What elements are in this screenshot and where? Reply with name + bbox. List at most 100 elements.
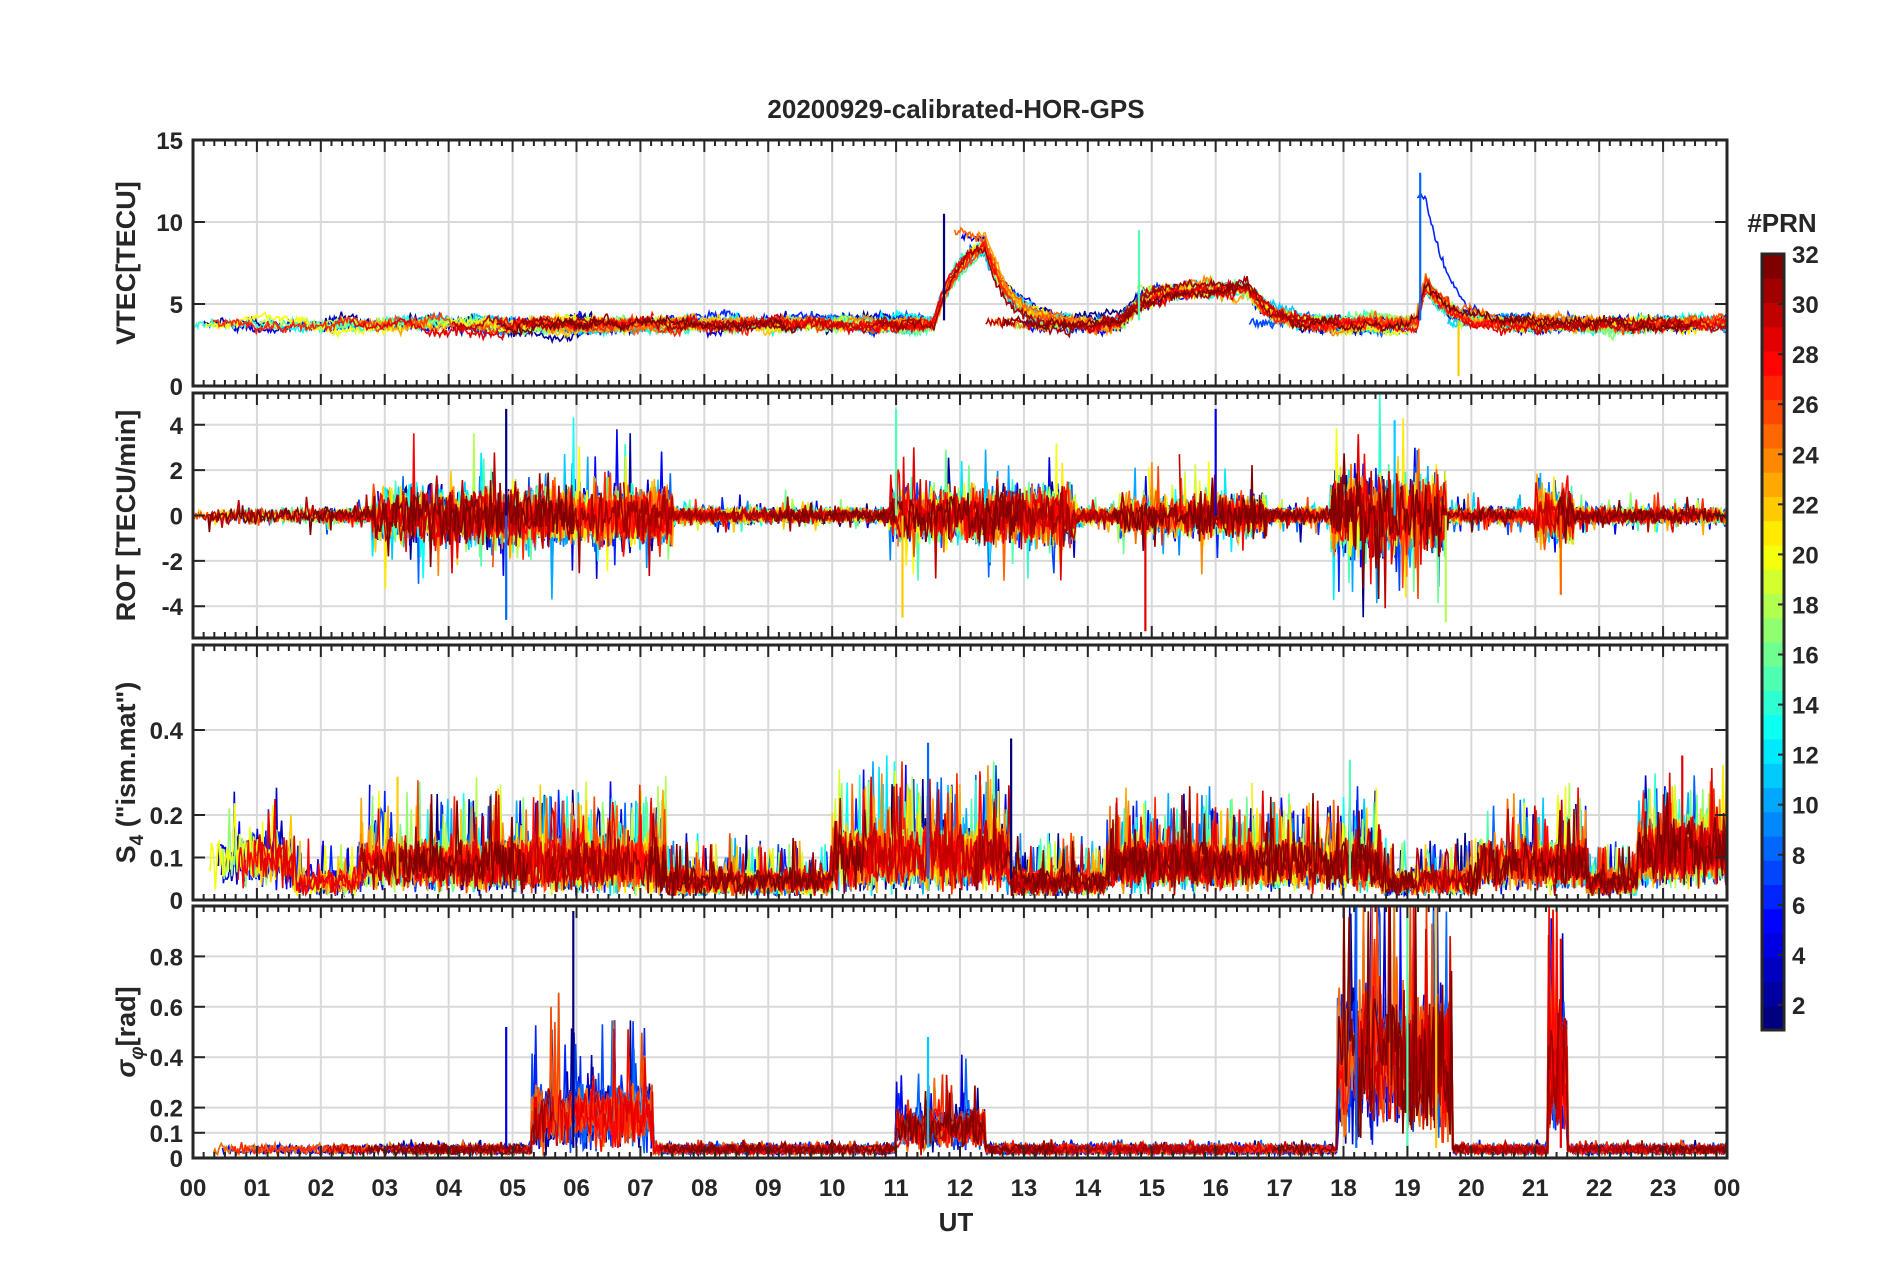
x-axis-label: UT	[939, 1207, 974, 1237]
series-7	[524, 906, 1727, 1158]
colorbar-tick-label: 20	[1792, 542, 1819, 569]
series-29	[256, 767, 1727, 896]
x-tick-label: 23	[1650, 1175, 1677, 1202]
series-group	[212, 906, 1727, 1158]
colorbar-swatch	[1762, 836, 1784, 861]
axes: 0 0.1 0.2 0.4	[150, 643, 1729, 915]
colorbar-tick-label: 6	[1792, 893, 1805, 920]
colorbar-swatch	[1762, 908, 1784, 934]
series-32	[366, 906, 1727, 1158]
colorbar-tick-label: 24	[1792, 442, 1819, 469]
colorbar-swatch	[1762, 666, 1784, 691]
colorbar-swatch	[1762, 787, 1784, 813]
colorbar-swatch	[1762, 254, 1784, 279]
colorbar-swatch	[1762, 278, 1784, 303]
series-group	[193, 393, 1727, 632]
panel-3: 0 0.1 0.2 0.4S4 ("ism.mat")	[111, 643, 1729, 915]
series-group	[195, 172, 1727, 377]
y-tick-label: 0.6	[150, 995, 183, 1022]
x-tick-label: 09	[755, 1175, 782, 1202]
panel-1: 0 5 10 15 VTEC[TECU]	[111, 128, 1729, 401]
colorbar-swatch	[1762, 690, 1784, 716]
y-axis-label: σφ[rad]	[111, 986, 148, 1077]
colorbar-swatch	[1762, 375, 1784, 400]
colorbar-swatch	[1762, 981, 1784, 1007]
x-tick-label: 03	[371, 1175, 398, 1202]
series-31	[360, 786, 1727, 897]
colorbar-swatch	[1762, 1005, 1784, 1031]
y-tick-label: -4	[162, 594, 184, 621]
y-tick-label: 2	[170, 458, 183, 485]
colorbar-tick-label: 30	[1792, 292, 1819, 319]
y-tick-label: 0	[170, 888, 183, 915]
x-tick-label: 22	[1586, 1175, 1613, 1202]
panel-2: -4 -2 0 2 4 ROT [TECU/min]	[111, 391, 1729, 640]
colorbar-swatch	[1762, 642, 1784, 667]
series-group	[208, 738, 1727, 898]
series-8	[567, 910, 1619, 1158]
x-tick-label: 16	[1202, 1175, 1229, 1202]
x-tick-label: 20	[1458, 1175, 1485, 1202]
x-tick-label: 08	[691, 1175, 718, 1202]
colorbar-swatch	[1762, 593, 1784, 619]
x-tick-label: 13	[1011, 1175, 1038, 1202]
colorbar-tick-label: 22	[1792, 492, 1819, 519]
colorbar-swatch	[1762, 302, 1784, 328]
colorbar-tick-label: 8	[1792, 843, 1805, 870]
y-tick-label: 0.4	[150, 718, 184, 745]
colorbar-swatch	[1762, 617, 1784, 643]
series-32	[385, 792, 1727, 896]
x-tick-labels: 00 01 02 03 04 05 06 07 08 09 10 11 12 13 14 15 16 17 18 19…	[180, 1175, 1741, 1202]
colorbar-frame	[1760, 252, 1786, 1032]
y-tick-label: 0.1	[150, 846, 183, 873]
y-tick-label: -2	[162, 549, 183, 576]
x-tick-label: 05	[499, 1175, 526, 1202]
colorbar-swatch	[1762, 326, 1784, 352]
colorbar-title: #PRN	[1747, 208, 1816, 238]
y-tick-label: 0	[170, 374, 183, 401]
y-axis-label: VTEC[TECU]	[111, 181, 141, 345]
x-tick-label: 06	[563, 1175, 590, 1202]
y-tick-label: 0.8	[150, 944, 183, 971]
colorbar-swatch	[1762, 714, 1784, 740]
y-axis-label: ROT [TECU/min]	[111, 410, 141, 621]
y-tick-label: 0	[170, 504, 183, 531]
x-tick-label: 10	[819, 1175, 846, 1202]
grid	[193, 140, 1727, 386]
colorbar-swatch	[1762, 763, 1784, 788]
x-tick-label: 21	[1522, 1175, 1549, 1202]
colorbar-swatch	[1762, 448, 1784, 473]
colorbar-swatch	[1762, 933, 1784, 958]
y-tick-label: 0.2	[150, 1096, 183, 1123]
axes: 00.10.2 0.4 0.6 0.8	[150, 904, 1729, 1173]
y-tick-label: 0.1	[150, 1121, 183, 1148]
x-tick-label: 12	[947, 1175, 974, 1202]
x-tick-label: 15	[1138, 1175, 1165, 1202]
panel-4: 00.10.2 0.4 0.6 0.8σφ[rad]	[111, 904, 1729, 1173]
x-tick-label: 00	[1714, 1175, 1741, 1202]
y-axis-label: S4 ("ism.mat")	[111, 682, 148, 864]
colorbar-tick-label: 18	[1792, 592, 1819, 619]
x-tick-label: 18	[1330, 1175, 1357, 1202]
colorbar-swatch	[1762, 860, 1784, 885]
x-tick-label: 04	[435, 1175, 462, 1202]
y-tick-label: 0	[170, 1146, 183, 1173]
x-tick-label: 02	[307, 1175, 334, 1202]
y-tick-label: 4	[170, 413, 184, 440]
x-tick-label: 14	[1074, 1175, 1101, 1202]
grid	[193, 393, 1727, 638]
x-tick-label: 07	[627, 1175, 654, 1202]
colorbar-tick-label: 26	[1792, 392, 1819, 419]
colorbar-swatch	[1762, 957, 1784, 982]
x-tick-label: 00	[180, 1175, 207, 1202]
series-6	[474, 982, 1727, 1158]
y-tick-label: 0.2	[150, 803, 183, 830]
colorbar-swatch	[1762, 884, 1784, 910]
series-32	[496, 280, 1693, 338]
y-tick-label: 10	[156, 210, 183, 237]
axes: 0 5 10 15	[156, 128, 1729, 401]
colorbar-swatch	[1762, 811, 1784, 837]
colorbar-swatch	[1762, 351, 1784, 376]
